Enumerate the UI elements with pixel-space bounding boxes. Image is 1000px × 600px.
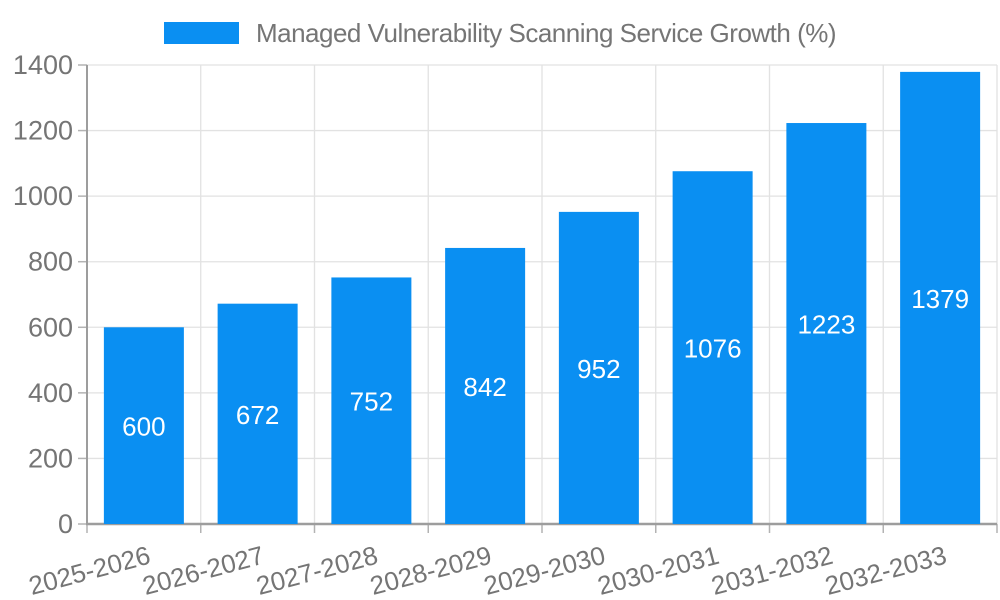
bar: [672, 171, 753, 524]
legend-swatch: [163, 22, 239, 44]
x-tick-label: 2027-2028: [253, 540, 381, 600]
y-tick-label: 800: [28, 247, 73, 277]
bar-value-label: 952: [577, 354, 620, 384]
bar-value-label: 1076: [684, 334, 742, 364]
x-tick-label: 2032-2033: [822, 540, 950, 600]
y-tick-label: 600: [28, 312, 73, 342]
bar: [558, 211, 639, 524]
x-tick-label: 2029-2030: [481, 540, 609, 600]
x-tick-label: 2025-2026: [26, 540, 154, 600]
bar-value-label: 752: [350, 387, 393, 417]
bar: [103, 327, 184, 524]
y-tick-label: 1000: [13, 181, 73, 211]
legend-label: Managed Vulnerability Scanning Service G…: [255, 17, 837, 48]
x-tick-label: 2030-2031: [594, 540, 722, 600]
bar-value-label: 1223: [797, 310, 855, 340]
y-tick-label: 0: [58, 509, 73, 539]
bar: [217, 303, 298, 524]
bar: [331, 277, 412, 524]
y-tick-label: 400: [28, 378, 73, 408]
legend: Managed Vulnerability Scanning Service G…: [0, 17, 1000, 48]
y-tick-label: 1400: [13, 50, 73, 80]
bar-value-label: 600: [122, 412, 165, 442]
bar-value-label: 1379: [911, 284, 969, 314]
x-tick-label: 2028-2029: [367, 540, 495, 600]
x-tick-label: 2031-2032: [708, 540, 836, 600]
y-tick-label: 200: [28, 443, 73, 473]
bar: [445, 247, 526, 525]
bar-value-label: 672: [236, 400, 279, 430]
bar-value-label: 842: [463, 372, 506, 402]
bar: [786, 123, 867, 525]
y-tick-label: 1200: [13, 116, 73, 146]
x-tick-label: 2026-2027: [139, 540, 267, 600]
bar: [900, 71, 981, 524]
